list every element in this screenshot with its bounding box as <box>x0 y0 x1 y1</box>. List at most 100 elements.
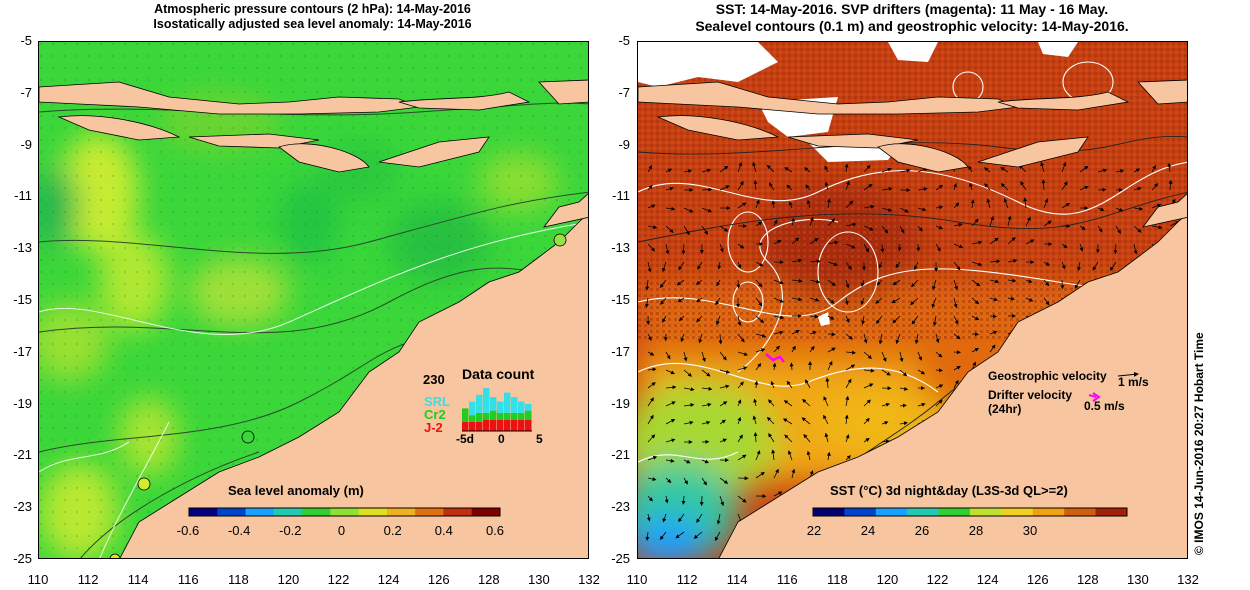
velocity-arrow <box>971 279 981 287</box>
velocity-arrow <box>755 315 765 324</box>
velocity-arrow <box>701 207 713 213</box>
velocity-arrow <box>801 417 811 425</box>
velocity-arrow <box>766 164 775 173</box>
velocity-arrow <box>647 243 656 252</box>
velocity-arrow <box>1043 279 1050 287</box>
velocity-arrow <box>701 351 706 363</box>
velocity-arrow <box>752 415 757 425</box>
velocity-arrow <box>935 399 943 407</box>
velocity-arrow <box>899 207 909 213</box>
velocity-arrow <box>701 402 712 407</box>
velocity-arrow <box>647 434 656 443</box>
velocity-arrow <box>773 219 778 227</box>
colorbar-tick-label: 28 <box>968 523 984 538</box>
drifter-velocity-scale: 0.5 m/s <box>1084 399 1125 413</box>
velocity-arrow <box>647 456 658 461</box>
velocity-arrow <box>914 333 919 345</box>
velocity-arrow <box>863 204 875 209</box>
data-count-bar <box>469 421 476 431</box>
velocity-arrow <box>737 180 744 191</box>
velocity-arrow <box>1079 165 1089 173</box>
velocity-arrow <box>863 164 871 173</box>
data-count-xlabel-end: 5 <box>536 432 543 446</box>
velocity-arrow <box>696 513 703 523</box>
velocity-arrow <box>863 368 875 373</box>
velocity-arrow <box>786 380 793 389</box>
velocity-arrow <box>845 378 852 389</box>
latitude-tick-label: -15 <box>611 292 630 307</box>
velocity-arrow <box>917 207 927 212</box>
velocity-arrow <box>791 278 803 283</box>
data-count-bar <box>511 412 518 420</box>
velocity-arrow <box>665 225 674 233</box>
velocity-arrow <box>665 369 675 375</box>
latitude-tick-label: -17 <box>13 343 32 359</box>
longitude-tick-label: 110 <box>27 572 49 587</box>
data-count-bar <box>518 412 525 420</box>
velocity-arrow <box>809 345 815 353</box>
velocity-arrow <box>917 187 928 192</box>
velocity-arrow <box>827 297 835 304</box>
data-count-bar <box>497 401 504 413</box>
velocity-arrow <box>953 315 959 325</box>
satellite-cr2-label: Cr2 <box>424 407 446 422</box>
velocity-arrow <box>1133 186 1142 191</box>
longitude-tick-label: 112 <box>676 572 698 587</box>
velocity-arrow <box>716 513 721 525</box>
velocity-arrow <box>971 347 979 353</box>
latitude-tick-label: -25 <box>611 551 630 566</box>
velocity-arrow <box>916 243 921 252</box>
velocity-arrow <box>645 531 650 541</box>
velocity-arrow <box>863 225 874 231</box>
velocity-arrow <box>1007 258 1018 263</box>
velocity-arrow <box>647 382 656 389</box>
velocity-arrow <box>971 240 983 245</box>
colorbar-tick-label: 26 <box>914 523 930 538</box>
tide-gauge-marker <box>553 233 567 247</box>
velocity-arrow <box>1043 198 1049 209</box>
velocity-arrow <box>755 348 766 353</box>
velocity-arrow <box>683 351 688 362</box>
velocity-arrow <box>662 513 667 523</box>
velocity-arrow <box>899 386 909 391</box>
longitude-tick-label: 132 <box>578 572 600 587</box>
data-count-bar <box>525 403 532 411</box>
velocity-arrow <box>791 330 800 335</box>
longitude-tick-label: 118 <box>826 572 848 587</box>
velocity-arrow <box>899 421 908 426</box>
velocity-arrow <box>824 432 829 443</box>
velocity-arrow <box>1025 239 1035 245</box>
velocity-arrow <box>683 207 694 213</box>
latitude-tick-label: -15 <box>13 292 32 307</box>
velocity-arrow <box>1003 198 1009 209</box>
sst-map <box>637 41 1188 559</box>
velocity-arrow <box>644 297 649 308</box>
velocity-arrow <box>771 449 776 461</box>
drifter-velocity-label: Drifter velocity <box>988 388 1073 402</box>
velocity-arrow <box>714 531 721 542</box>
velocity-arrow <box>683 403 695 408</box>
velocity-arrow <box>1151 225 1163 230</box>
velocity-arrow <box>881 351 887 362</box>
data-count-bar <box>525 410 532 420</box>
velocity-arrow <box>737 351 749 356</box>
velocity-arrow <box>665 458 675 463</box>
velocity-arrow <box>989 344 996 353</box>
velocity-arrow <box>1043 220 1052 227</box>
left-title-line2: Isostatically adjusted sea level anomaly… <box>153 17 472 31</box>
velocity-arrow <box>701 168 712 173</box>
latitude-tick-label: -17 <box>611 343 630 359</box>
latitude-tick-label: -23 <box>13 499 32 515</box>
right-title-line2: Sealevel contours (0.1 m) and geostrophi… <box>695 18 1129 34</box>
velocity-arrow <box>701 477 707 486</box>
velocity-arrow <box>1151 183 1159 191</box>
velocity-arrow <box>719 401 728 407</box>
velocity-arrow <box>773 297 784 303</box>
latitude-tick-label: -25 <box>13 551 32 566</box>
colorbar-segment <box>330 508 360 516</box>
velocity-arrow <box>935 384 944 389</box>
velocity-arrow <box>824 181 829 191</box>
velocity-arrow <box>789 362 794 371</box>
data-count-bar <box>504 392 511 413</box>
velocity-arrow <box>768 182 775 191</box>
